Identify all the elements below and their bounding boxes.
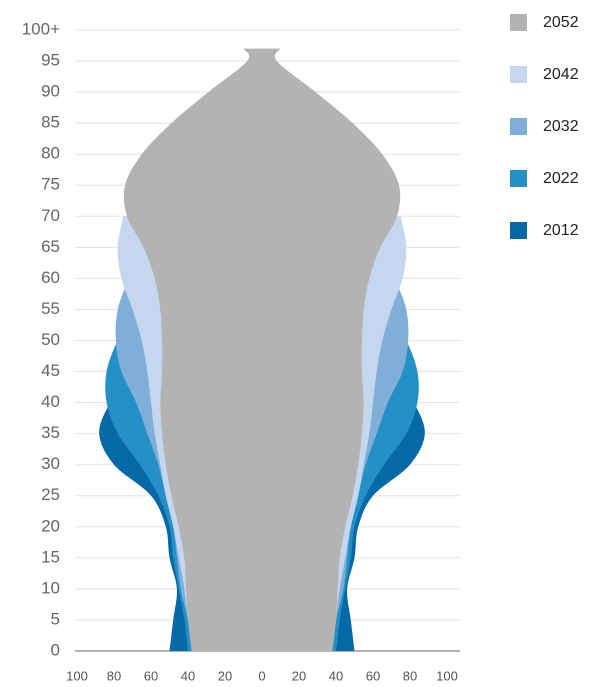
y-tick-label: 50 xyxy=(41,330,60,349)
y-tick-label: 85 xyxy=(41,113,60,132)
legend-swatch xyxy=(510,66,527,83)
y-tick-label: 45 xyxy=(41,361,60,380)
y-tick-label: 15 xyxy=(41,547,60,566)
x-tick-label: 80 xyxy=(403,668,417,683)
legend-swatch xyxy=(510,118,527,135)
y-tick-label: 35 xyxy=(41,423,60,442)
y-tick-label: 25 xyxy=(41,485,60,504)
legend-swatch xyxy=(510,170,527,187)
y-tick-label: 55 xyxy=(41,299,60,318)
y-tick-label: 70 xyxy=(41,206,60,225)
x-tick-label: 40 xyxy=(181,668,195,683)
x-tick-label: 100 xyxy=(436,668,458,683)
legend-label: 2032 xyxy=(543,118,579,135)
legend-swatch xyxy=(510,222,527,239)
x-tick-label: 80 xyxy=(107,668,121,683)
y-tick-label: 60 xyxy=(41,268,60,287)
x-tick-label: 60 xyxy=(366,668,380,683)
y-tick-label: 20 xyxy=(41,516,60,535)
legend-label: 2042 xyxy=(543,66,579,83)
y-tick-label: 30 xyxy=(41,454,60,473)
y-tick-label: 10 xyxy=(41,578,60,597)
y-tick-label: 75 xyxy=(41,175,60,194)
legend-label: 2012 xyxy=(543,222,579,239)
legend-label: 2022 xyxy=(543,170,579,187)
legend-label: 2052 xyxy=(543,14,579,31)
x-tick-label: 100 xyxy=(66,668,88,683)
y-tick-label: 65 xyxy=(41,237,60,256)
x-tick-label: 20 xyxy=(292,668,306,683)
x-tick-label: 0 xyxy=(258,668,265,683)
legend-swatch xyxy=(510,14,527,31)
y-tick-label: 90 xyxy=(41,82,60,101)
y-tick-label: 40 xyxy=(41,392,60,411)
y-tick-label: 100+ xyxy=(22,19,60,38)
y-tick-label: 95 xyxy=(41,51,60,70)
y-tick-label: 80 xyxy=(41,144,60,163)
x-tick-label: 20 xyxy=(218,668,232,683)
x-tick-label: 40 xyxy=(329,668,343,683)
population-area xyxy=(123,48,262,651)
y-tick-label: 5 xyxy=(51,609,60,628)
y-tick-label: 0 xyxy=(51,640,60,659)
x-tick-label: 60 xyxy=(144,668,158,683)
population-area xyxy=(262,48,401,651)
